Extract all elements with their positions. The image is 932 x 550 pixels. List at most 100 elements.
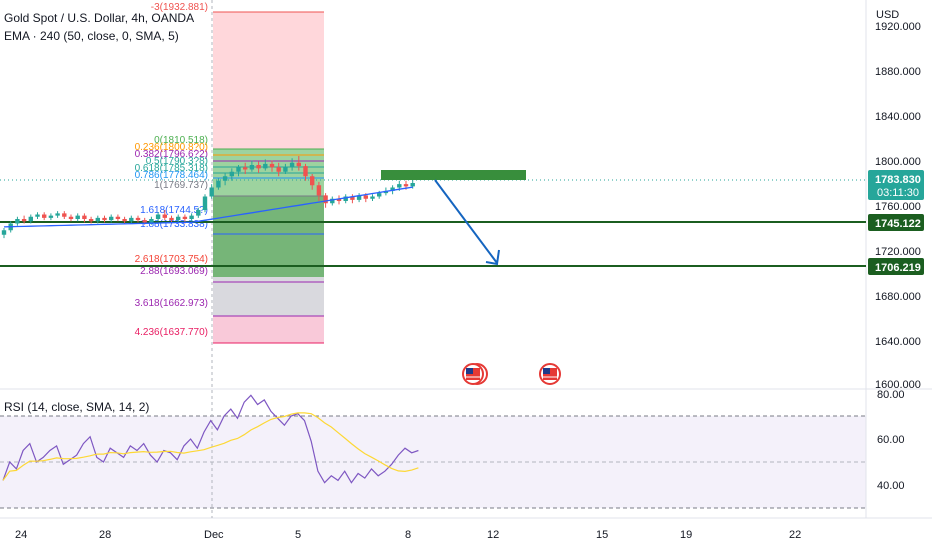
candle-body	[135, 217, 141, 221]
candle-body	[283, 167, 288, 172]
candle-body	[162, 214, 167, 218]
fib-level-label: 1.618(1744.5?)	[140, 205, 208, 216]
candle-body	[263, 163, 268, 169]
price-axis-label: 1600.000	[875, 379, 921, 391]
time-axis-label: 24	[15, 529, 27, 541]
candle-body	[343, 196, 348, 201]
time-axis-label: Dec	[204, 529, 224, 541]
candle-body	[35, 214, 40, 217]
projection-arrow[interactable]	[434, 179, 498, 264]
candle-body	[176, 216, 181, 221]
candle-body	[182, 216, 188, 219]
candle-body	[330, 198, 335, 204]
time-axis-label: 8	[405, 529, 411, 541]
us-event-icon[interactable]	[539, 363, 561, 385]
price-axis-label: 1920.000	[875, 21, 921, 33]
candle-body	[229, 171, 234, 177]
candle-body	[269, 163, 275, 168]
us-event-icon[interactable]	[462, 363, 488, 385]
price-axis-label: 1640.000	[875, 336, 921, 348]
last-price-tag	[868, 170, 924, 200]
candle-body	[289, 162, 295, 168]
candle-body	[102, 217, 107, 221]
candle-body	[88, 219, 94, 222]
candle-body	[303, 166, 308, 177]
candle-body	[122, 219, 127, 222]
fib-zone-pink	[213, 316, 324, 343]
candle-body	[256, 165, 261, 169]
last-price-countdown: 03:11:30	[877, 187, 919, 199]
candle-body	[397, 184, 402, 188]
support-tag-1745-value: 1745.122	[875, 218, 921, 230]
candle-body	[55, 213, 60, 216]
candle-body	[202, 196, 208, 210]
candle-body	[316, 185, 322, 196]
candle-body	[1, 230, 7, 235]
candlestick-series	[1, 156, 415, 239]
candle-body	[115, 216, 121, 219]
time-axis[interactable]: 24 28 Dec 5 8 12 15 19 22	[15, 529, 801, 541]
symbol-title[interactable]: Gold Spot / U.S. Dollar, 4h, OANDA	[4, 11, 195, 25]
last-price-value: 1783.830	[875, 174, 921, 186]
candle-body	[95, 217, 100, 222]
candle-body	[109, 216, 114, 221]
candle-body	[216, 180, 221, 188]
fib-levels: -3(1932.881)0(1810.518)0.236(1800.8?0)0.…	[135, 2, 324, 344]
candle-body	[310, 176, 315, 186]
candle-body	[68, 216, 74, 219]
fib-zone-gray	[213, 277, 324, 316]
candle-body	[370, 196, 375, 199]
support-tag-1745	[868, 214, 924, 231]
candle-body	[196, 210, 201, 216]
candle-body	[142, 220, 147, 223]
ema-line	[3, 186, 413, 228]
price-axis-label: 1880.000	[875, 66, 921, 78]
fib-level-label: 1(1769.737)	[154, 180, 208, 191]
fib-level-label: 3.618(1662.973)	[135, 298, 208, 309]
fib-level-label: 2.88(1693.069)	[140, 266, 208, 277]
ema-legend[interactable]: EMA · 240 (50, close, 0, SMA, 5)	[4, 29, 179, 43]
price-axis[interactable]: 1920.000 1880.000 1840.000 1800.000 1760…	[875, 21, 921, 391]
candle-body	[276, 167, 281, 172]
fib-level-label: -3(1932.881)	[151, 2, 208, 13]
candle-body	[410, 183, 415, 187]
candle-body	[129, 217, 134, 222]
candle-body	[236, 167, 241, 172]
rsi-axis-label: 40.00	[877, 480, 905, 492]
time-axis-label: 15	[596, 529, 608, 541]
currency-label: USD	[876, 9, 899, 21]
fib-level-label: 4.236(1637.770)	[135, 327, 208, 338]
candle-body	[48, 215, 54, 218]
fib-level-label: 2.618(1703.754)	[135, 254, 208, 265]
fib-level-label: 0.382(1796.6?2)	[135, 149, 208, 160]
candle-body	[390, 187, 395, 191]
candle-body	[62, 213, 67, 217]
resistance-zone[interactable]	[381, 170, 526, 180]
fib-level-label: 0.236(1800.8?0)	[135, 142, 208, 153]
candle-body	[336, 198, 342, 201]
fib-level-label: 0(1810.518)	[154, 135, 208, 146]
candle-body	[189, 215, 194, 219]
price-axis-label: 1720.000	[875, 246, 921, 258]
candle-body	[75, 215, 80, 219]
candle-body	[296, 162, 301, 167]
projection-arrow-head	[485, 249, 500, 266]
candle-body	[363, 195, 368, 199]
time-axis-label: 5	[295, 529, 301, 541]
rsi-legend[interactable]: RSI (14, close, SMA, 14, 2)	[4, 400, 150, 414]
candle-body	[356, 195, 362, 200]
fib-zone-red	[213, 12, 324, 149]
candle-body	[243, 167, 248, 170]
candle-body	[222, 176, 228, 181]
candle-body	[403, 184, 409, 187]
price-axis-label: 1760.000	[875, 201, 921, 213]
candle-body	[82, 215, 87, 219]
support-tag-1706	[868, 258, 924, 275]
price-axis-label: 1680.000	[875, 291, 921, 303]
fib-level-label: 0.5(1790.3?8)	[146, 156, 208, 167]
price-axis-label: 1840.000	[875, 111, 921, 123]
candle-body	[249, 165, 255, 170]
candle-body	[209, 187, 214, 197]
time-axis-label: 28	[99, 529, 111, 541]
